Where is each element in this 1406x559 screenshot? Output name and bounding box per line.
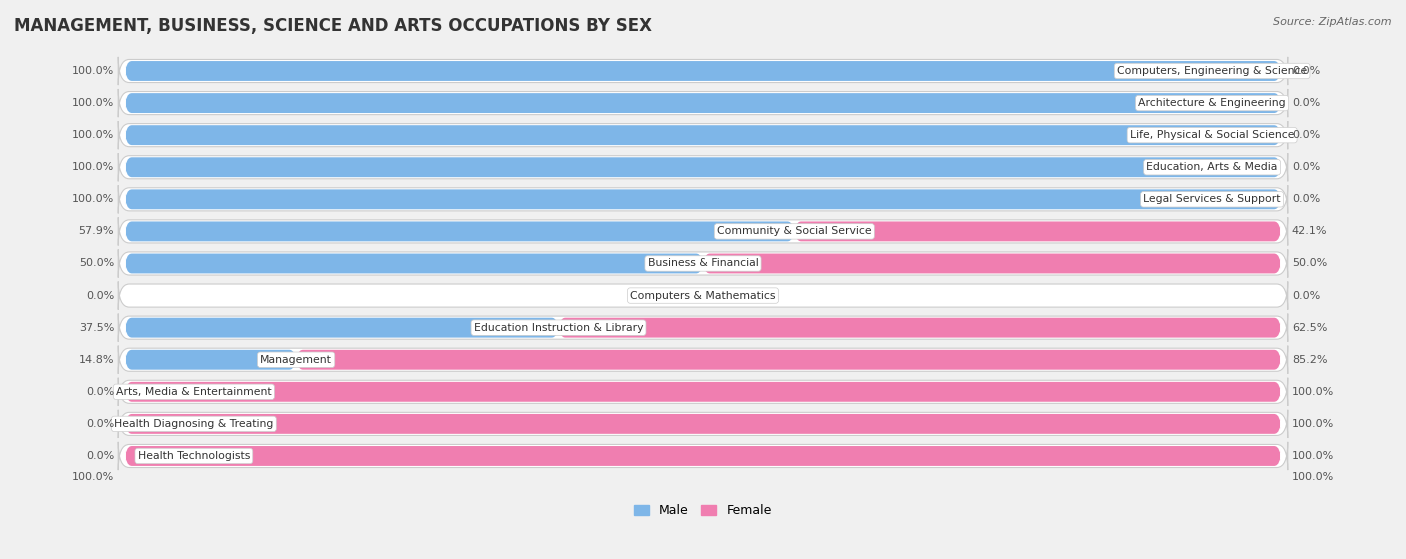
Text: 62.5%: 62.5%: [1292, 323, 1327, 333]
FancyBboxPatch shape: [125, 318, 558, 338]
Text: 0.0%: 0.0%: [86, 387, 114, 397]
Text: Community & Social Service: Community & Social Service: [717, 226, 872, 236]
FancyBboxPatch shape: [703, 254, 1281, 273]
FancyBboxPatch shape: [118, 314, 1288, 342]
Text: Computers & Mathematics: Computers & Mathematics: [630, 291, 776, 301]
Text: 0.0%: 0.0%: [1292, 195, 1320, 205]
FancyBboxPatch shape: [118, 153, 1288, 181]
Text: Arts, Media & Entertainment: Arts, Media & Entertainment: [117, 387, 271, 397]
Text: 37.5%: 37.5%: [79, 323, 114, 333]
Text: 14.8%: 14.8%: [79, 355, 114, 364]
Text: 57.9%: 57.9%: [79, 226, 114, 236]
FancyBboxPatch shape: [125, 221, 794, 241]
Text: 0.0%: 0.0%: [86, 291, 114, 301]
Text: 100.0%: 100.0%: [72, 98, 114, 108]
FancyBboxPatch shape: [125, 61, 1281, 81]
FancyBboxPatch shape: [118, 345, 1288, 374]
Text: 100.0%: 100.0%: [72, 130, 114, 140]
Text: 50.0%: 50.0%: [79, 258, 114, 268]
FancyBboxPatch shape: [125, 350, 297, 369]
Text: Life, Physical & Social Science: Life, Physical & Social Science: [1130, 130, 1295, 140]
FancyBboxPatch shape: [125, 93, 1281, 113]
Text: 100.0%: 100.0%: [1292, 472, 1334, 482]
FancyBboxPatch shape: [125, 125, 1281, 145]
Text: Source: ZipAtlas.com: Source: ZipAtlas.com: [1274, 17, 1392, 27]
Text: 50.0%: 50.0%: [1292, 258, 1327, 268]
Text: Architecture & Engineering: Architecture & Engineering: [1139, 98, 1286, 108]
FancyBboxPatch shape: [118, 217, 1288, 245]
FancyBboxPatch shape: [125, 382, 1281, 402]
FancyBboxPatch shape: [558, 318, 1281, 338]
Text: Health Diagnosing & Treating: Health Diagnosing & Treating: [114, 419, 274, 429]
Text: 0.0%: 0.0%: [1292, 98, 1320, 108]
FancyBboxPatch shape: [118, 442, 1288, 470]
Text: Computers, Engineering & Science: Computers, Engineering & Science: [1116, 66, 1308, 76]
Text: Education Instruction & Library: Education Instruction & Library: [474, 323, 644, 333]
FancyBboxPatch shape: [118, 121, 1288, 149]
Legend: Male, Female: Male, Female: [630, 499, 776, 522]
FancyBboxPatch shape: [125, 190, 1281, 209]
Text: 0.0%: 0.0%: [1292, 130, 1320, 140]
Text: 42.1%: 42.1%: [1292, 226, 1327, 236]
Text: 0.0%: 0.0%: [86, 419, 114, 429]
FancyBboxPatch shape: [118, 410, 1288, 438]
Text: 100.0%: 100.0%: [72, 66, 114, 76]
FancyBboxPatch shape: [118, 57, 1288, 85]
Text: Health Technologists: Health Technologists: [138, 451, 250, 461]
Text: Legal Services & Support: Legal Services & Support: [1143, 195, 1281, 205]
FancyBboxPatch shape: [125, 157, 1281, 177]
FancyBboxPatch shape: [118, 185, 1288, 214]
Text: Management: Management: [260, 355, 332, 364]
Text: 0.0%: 0.0%: [1292, 66, 1320, 76]
Text: 100.0%: 100.0%: [1292, 387, 1334, 397]
FancyBboxPatch shape: [118, 281, 1288, 310]
FancyBboxPatch shape: [297, 350, 1281, 369]
Text: Education, Arts & Media: Education, Arts & Media: [1146, 162, 1278, 172]
Text: 100.0%: 100.0%: [1292, 451, 1334, 461]
Text: 85.2%: 85.2%: [1292, 355, 1327, 364]
Text: 0.0%: 0.0%: [86, 451, 114, 461]
Text: 0.0%: 0.0%: [1292, 162, 1320, 172]
Text: 0.0%: 0.0%: [1292, 291, 1320, 301]
FancyBboxPatch shape: [118, 89, 1288, 117]
FancyBboxPatch shape: [794, 221, 1281, 241]
Text: 100.0%: 100.0%: [72, 472, 114, 482]
Text: Business & Financial: Business & Financial: [648, 258, 758, 268]
FancyBboxPatch shape: [125, 414, 1281, 434]
Text: 100.0%: 100.0%: [1292, 419, 1334, 429]
Text: 100.0%: 100.0%: [72, 195, 114, 205]
FancyBboxPatch shape: [118, 249, 1288, 278]
FancyBboxPatch shape: [125, 254, 703, 273]
FancyBboxPatch shape: [118, 378, 1288, 406]
Text: 100.0%: 100.0%: [72, 162, 114, 172]
Text: MANAGEMENT, BUSINESS, SCIENCE AND ARTS OCCUPATIONS BY SEX: MANAGEMENT, BUSINESS, SCIENCE AND ARTS O…: [14, 17, 652, 35]
FancyBboxPatch shape: [125, 446, 1281, 466]
